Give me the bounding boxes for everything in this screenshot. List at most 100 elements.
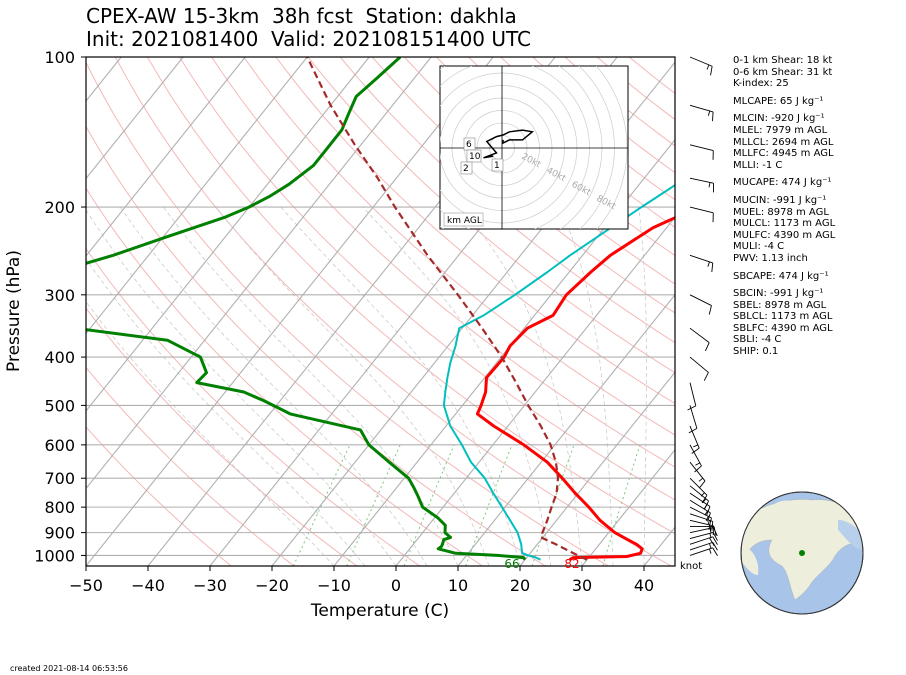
stat-line: PWV: 1.13 inch: [733, 252, 808, 264]
wind-barb: [689, 547, 718, 556]
mixing-ratio-line: [531, 444, 575, 566]
stat-line: 0-1 km Shear: 18 kt: [733, 55, 833, 66]
hodograph-height-label: 1: [494, 161, 500, 171]
moist-adiabat: [215, 206, 490, 566]
surface-temperature-label: 82: [564, 557, 579, 571]
dry-adiabat: [86, 187, 483, 566]
dry-adiabat: [179, 57, 675, 501]
wind-barb: [689, 541, 718, 551]
y-tick-label: 600: [44, 436, 75, 455]
x-tick-label: 30: [572, 576, 592, 595]
hodograph-legend: km AGL: [447, 216, 482, 226]
wind-barbs: [687, 56, 718, 556]
stat-line: MLLFC: 4945 m AGL: [733, 148, 834, 160]
dry-adiabat: [86, 61, 609, 566]
stat-line: MLEL: 7979 m AGL: [733, 124, 828, 136]
isotherm-line: [395, 216, 675, 566]
wind-barb: [689, 425, 700, 454]
isotherm-line: [519, 371, 675, 566]
wind-barb: [689, 536, 718, 546]
stat-line: 0-6 km Shear: 31 kt: [733, 66, 833, 78]
wind-barb: [689, 177, 714, 193]
x-tick-label: 0: [391, 576, 401, 595]
wind-barb: [689, 56, 713, 76]
mixing-ratio-line: [465, 444, 513, 566]
wind-barb: [689, 104, 714, 122]
isotherm-line: [457, 293, 675, 566]
hodograph-inset: 20kt 40kt 60kt 80kt 6 10 2 1 km AGL: [439, 65, 629, 230]
y-tick-label: 900: [44, 524, 75, 543]
y-tick-label: 400: [44, 348, 75, 367]
wind-barb: [689, 254, 714, 273]
mixing-ratio-line: [602, 444, 641, 566]
dry-adiabat: [86, 366, 295, 566]
hodograph-height-label: 6: [466, 140, 472, 150]
wind-barb: [689, 327, 710, 352]
dry-adiabat: [86, 426, 232, 566]
dry-adiabat: [275, 57, 675, 405]
station-marker: [799, 550, 805, 556]
dry-adiabat: [307, 57, 675, 374]
wind-barb: [689, 513, 714, 531]
x-axis-label: Temperature (C): [310, 601, 449, 621]
stat-line: SBLCL: 1173 m AGL: [733, 311, 833, 323]
isotherm-line: [86, 57, 432, 490]
hodograph-trace: [483, 129, 535, 159]
chart-title: CPEX-AW 15-3km 38h fcst Station: dakhla: [86, 4, 517, 28]
wind-barb: [689, 356, 709, 381]
stat-line: MULFC: 4390 m AGL: [733, 229, 836, 241]
hodograph-height-label: 10: [469, 152, 481, 162]
sounding-stats-panel: 0-1 km Shear: 18 kt 0-6 km Shear: 31 kt K-…: [733, 55, 835, 358]
dry-adiabat: [86, 307, 358, 566]
stat-line: SHIP: 0.1: [733, 346, 779, 358]
wind-barb: [689, 477, 708, 504]
y-tick-label: 500: [44, 396, 75, 415]
chart-subtitle: Init: 2021081400 Valid: 202108151400 UTC: [86, 27, 532, 51]
mixing-ratio-line: [403, 444, 455, 566]
temperature-profile: [475, 216, 675, 561]
stat-line: MUEL: 8978 m AGL: [733, 206, 829, 218]
stat-line: MLLCL: 2694 m AGL: [733, 136, 834, 148]
moist-adiabat: [280, 206, 521, 566]
stat-line: MULCL: 1173 m AGL: [733, 218, 836, 230]
created-timestamp: created 2021-08-14 06:53:56: [10, 664, 128, 673]
wetbulb-profile: [442, 184, 675, 561]
x-tick-label: −10: [317, 576, 351, 595]
mixing-ratio-line: [346, 444, 401, 566]
stat-line: K-index: 25: [733, 78, 789, 90]
wind-barb: [689, 485, 709, 510]
stat-line: MULI: -4 C: [733, 241, 785, 253]
moist-adiabat: [638, 206, 647, 566]
y-tick-label: 200: [44, 198, 75, 217]
moist-adiabat: [163, 206, 459, 566]
isotherm-line: [86, 57, 184, 180]
wind-barb: [688, 405, 698, 434]
moist-adiabat: [120, 206, 428, 566]
dry-adiabat: [403, 57, 675, 285]
dewpoint-profile: [86, 57, 527, 561]
x-tick-label: 40: [634, 576, 654, 595]
axes: −50 −40 −30 −20 −10 0 10 20 30 40 1000 900 800 700 600…: [34, 48, 654, 595]
profile-lines: [86, 57, 675, 561]
y-tick-label: 700: [44, 469, 75, 488]
stat-line: SBCIN: -991 J kg⁻¹: [733, 288, 824, 300]
x-tick-label: 10: [448, 576, 468, 595]
moist-adiabat: [86, 209, 397, 566]
wind-barb: [689, 144, 714, 160]
dry-adiabat: [86, 247, 421, 566]
moist-adiabat: [86, 301, 335, 566]
x-tick-label: −30: [193, 576, 227, 595]
wind-barb: [689, 531, 718, 541]
plot-frame: [85, 56, 676, 567]
stat-line: SBLFC: 4390 m AGL: [733, 322, 833, 334]
parcel-profile: [306, 57, 588, 561]
y-tick-label: 1000: [34, 546, 75, 565]
y-tick-label: 100: [44, 48, 75, 67]
wind-barb: [689, 444, 702, 473]
y-axis-label: Pressure (hPa): [4, 250, 24, 372]
hodograph-height-label: 2: [463, 164, 469, 174]
wind-barb: [689, 294, 712, 315]
wind-barb: [689, 506, 712, 527]
isotherm-line: [581, 448, 675, 566]
moist-adiabat: [86, 258, 366, 566]
